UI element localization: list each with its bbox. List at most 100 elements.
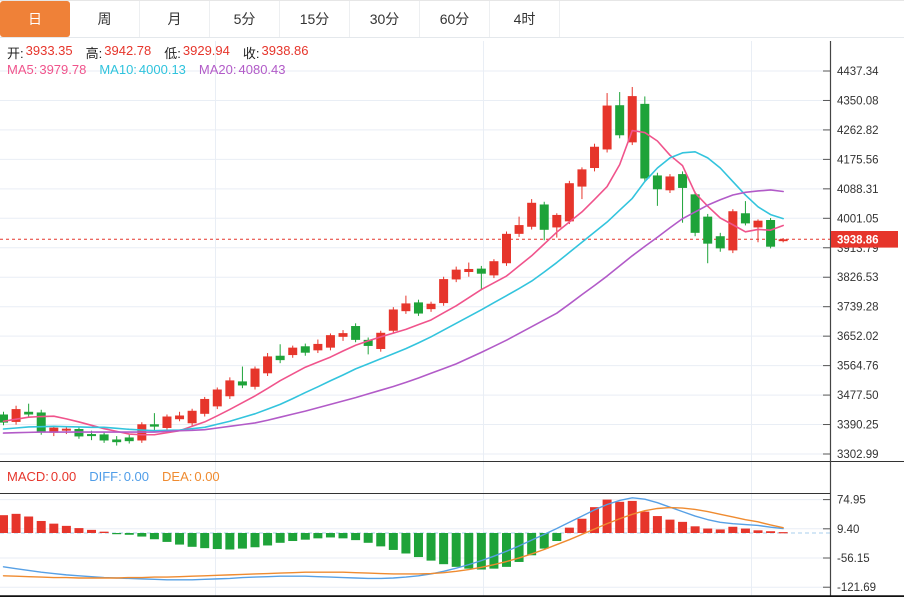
macd-bar — [502, 533, 511, 567]
candle-body — [363, 339, 373, 346]
macd-bar — [602, 499, 612, 533]
tab-30min[interactable]: 30分 — [350, 1, 420, 37]
macd-bar — [149, 533, 159, 540]
candle-body — [426, 303, 436, 310]
candle-body — [162, 416, 172, 428]
tab-60min[interactable]: 60分 — [420, 1, 490, 37]
candlestick-series — [0, 86, 788, 446]
price-tick-label: 4001.05 — [837, 213, 879, 225]
ma5-line — [2, 129, 784, 436]
candle-body — [187, 410, 197, 424]
candle-body — [0, 414, 8, 423]
macd-tick-label: 9.40 — [837, 524, 859, 536]
macd-bar — [753, 530, 763, 533]
candle-body — [451, 269, 461, 280]
candle-body — [99, 434, 109, 441]
price-axis: 4437.34 4350.08 4262.82 4175.56 4088.31 4001.… — [823, 66, 879, 461]
candle-body — [577, 169, 587, 187]
candle-body — [225, 380, 235, 397]
macd-bar — [87, 529, 97, 533]
tab-5min[interactable]: 5分 — [210, 1, 280, 37]
macd-bar — [137, 533, 147, 537]
macd-bar — [552, 533, 562, 542]
candle-body — [640, 103, 650, 179]
ma10-line — [2, 151, 784, 432]
candle-body — [313, 343, 323, 351]
tab-day[interactable]: 日 — [0, 1, 70, 37]
macd-bar — [439, 533, 449, 565]
tab-4hour[interactable]: 4时 — [490, 1, 560, 37]
macd-bar — [539, 533, 549, 549]
tab-15min[interactable]: 15分 — [280, 1, 350, 37]
reference-lines — [0, 238, 830, 534]
macd-bar — [640, 511, 650, 533]
macd-bar — [627, 500, 637, 533]
candle-body — [376, 332, 386, 349]
candle-body — [502, 233, 511, 264]
candle-body — [11, 409, 21, 422]
candle-body — [200, 398, 210, 414]
panel-borders — [0, 41, 904, 597]
macd-bar — [577, 518, 587, 533]
macd-bar — [99, 531, 109, 533]
price-tick-label: 3739.28 — [837, 302, 879, 314]
macd-bar — [363, 533, 373, 543]
candle-body — [112, 439, 122, 443]
price-tick-label: 3826.53 — [837, 272, 879, 284]
macd-bar — [187, 533, 197, 547]
candle-body — [590, 146, 600, 169]
macd-bar — [652, 516, 662, 533]
current-price-badge: 3938.86 — [831, 231, 898, 248]
candle-body — [212, 389, 222, 407]
macd-bar — [175, 533, 185, 545]
macd-tick-label: 74.95 — [837, 495, 866, 507]
price-tick-label: 3390.25 — [837, 420, 879, 432]
macd-tick-label: -121.69 — [837, 582, 876, 594]
macd-bar — [212, 533, 222, 550]
macd-bar — [275, 533, 285, 543]
macd-bar — [388, 533, 398, 550]
candle-body — [250, 368, 260, 387]
macd-bar — [74, 528, 84, 533]
candle-body — [690, 194, 700, 233]
ma20-line — [2, 189, 784, 434]
price-tick-label: 3477.50 — [837, 390, 879, 402]
candle-body — [728, 211, 738, 251]
macd-bar — [728, 526, 738, 533]
macd-bar — [237, 533, 247, 549]
candle-body — [753, 220, 763, 228]
macd-bar — [263, 533, 273, 546]
macd-bar — [740, 528, 750, 533]
candle-body — [665, 176, 675, 191]
price-tick-label: 4088.31 — [837, 184, 879, 196]
macd-bar — [678, 521, 688, 533]
macd-histogram — [0, 499, 788, 570]
macd-bar — [703, 528, 713, 533]
candle-body — [325, 335, 335, 348]
macd-bar — [162, 533, 172, 542]
candle-body — [715, 236, 725, 249]
macd-bar — [615, 501, 625, 533]
macd-bar — [250, 533, 260, 548]
candle-body — [237, 381, 247, 386]
tab-week[interactable]: 周 — [70, 1, 140, 37]
candle-body — [514, 225, 524, 234]
tab-month[interactable]: 月 — [140, 1, 210, 37]
price-tick-label: 4350.08 — [837, 95, 879, 107]
price-tick-label: 4175.56 — [837, 154, 879, 166]
macd-bar — [514, 533, 524, 562]
candle-body — [678, 174, 688, 188]
macd-bar — [464, 533, 474, 569]
macd-bar — [225, 533, 235, 550]
macd-bar — [690, 526, 700, 533]
candle-body — [49, 427, 59, 433]
candle-body — [703, 216, 713, 244]
macd-bar — [489, 533, 499, 569]
macd-bar — [376, 533, 386, 547]
candle-body — [766, 220, 776, 247]
macd-bar — [527, 533, 537, 556]
candle-body — [36, 412, 46, 432]
macd-bar — [24, 516, 34, 533]
candle-body — [351, 326, 361, 340]
